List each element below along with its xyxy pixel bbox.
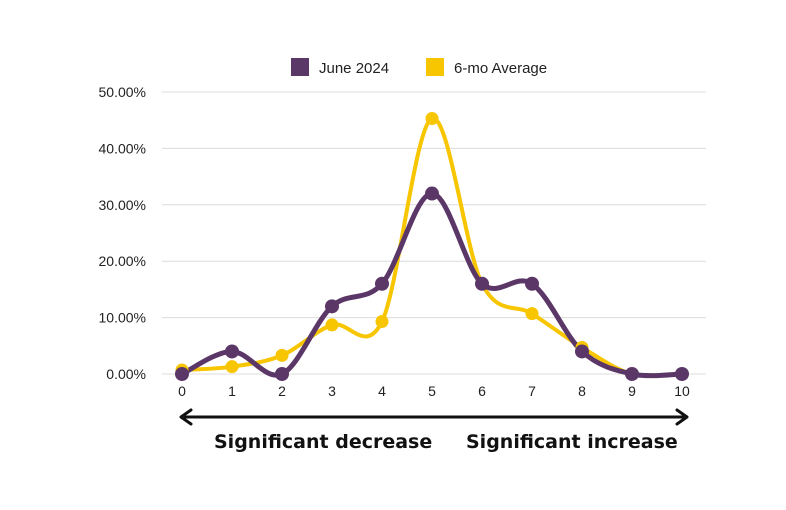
point-6-mo-average-3 xyxy=(325,318,339,332)
x-tick-label-6: 6 xyxy=(478,383,486,399)
series-points xyxy=(175,112,689,381)
point-june-2024-6 xyxy=(475,276,489,291)
point-june-2024-2 xyxy=(275,367,289,381)
point-june-2024-1 xyxy=(225,344,239,359)
y-tick-label-1: 10.00% xyxy=(99,310,146,326)
point-6-mo-average-5 xyxy=(425,112,439,126)
series-line-june-2024 xyxy=(179,191,685,379)
gridlines xyxy=(162,91,706,375)
x-tick-label-2: 2 xyxy=(278,383,286,399)
x-tick-label-7: 7 xyxy=(528,383,536,399)
legend-label-june-2024: June 2024 xyxy=(319,60,389,77)
point-june-2024-4 xyxy=(375,276,389,291)
y-tick-label-3: 30.00% xyxy=(99,197,146,213)
y-tick-label-2: 20.00% xyxy=(99,253,146,269)
series-line-6-mo-average xyxy=(180,116,684,378)
x-tick-label-0: 0 xyxy=(178,383,186,399)
y-tick-label-0: 0.00% xyxy=(106,366,146,382)
annotation-significant-decrease: Significant decrease xyxy=(214,431,432,453)
legend-swatch-june-2024 xyxy=(291,58,309,76)
x-tick-label-4: 4 xyxy=(378,383,386,399)
x-axis-tick-labels: 0 1 2 3 4 5 6 7 8 9 10 xyxy=(178,383,690,399)
annotation-significant-increase: Significant increase xyxy=(466,431,678,453)
point-june-2024-5 xyxy=(425,186,439,201)
x-tick-label-9: 9 xyxy=(628,383,636,399)
point-june-2024-3 xyxy=(325,299,339,314)
direction-arrow xyxy=(179,408,689,426)
point-6-mo-average-4 xyxy=(375,315,389,329)
point-june-2024-10 xyxy=(675,367,689,381)
y-tick-label-5: 50.00% xyxy=(99,84,146,100)
series-lines xyxy=(179,116,685,379)
point-june-2024-8 xyxy=(575,344,589,359)
y-axis-tick-labels: 0.00% 10.00% 20.00% 30.00% 40.00% 50.00% xyxy=(99,84,146,382)
point-6-mo-average-2 xyxy=(275,348,289,362)
point-6-mo-average-7 xyxy=(525,307,539,321)
x-tick-label-5: 5 xyxy=(428,383,436,399)
point-6-mo-average-1 xyxy=(225,360,239,374)
arrow-head-right xyxy=(675,408,689,426)
x-tick-label-10: 10 xyxy=(674,383,690,399)
x-tick-label-1: 1 xyxy=(228,383,236,399)
point-june-2024-7 xyxy=(525,276,539,291)
legend: June 2024 6-mo Average xyxy=(291,58,547,77)
legend-label-6-mo-average: 6-mo Average xyxy=(454,60,547,77)
legend-swatch-6-mo-average xyxy=(426,58,444,76)
y-tick-label-4: 40.00% xyxy=(99,140,146,156)
x-tick-label-8: 8 xyxy=(578,383,586,399)
x-tick-label-3: 3 xyxy=(328,383,336,399)
arrow-head-left xyxy=(179,408,193,426)
point-june-2024-0 xyxy=(175,367,189,381)
point-june-2024-9 xyxy=(625,367,639,381)
